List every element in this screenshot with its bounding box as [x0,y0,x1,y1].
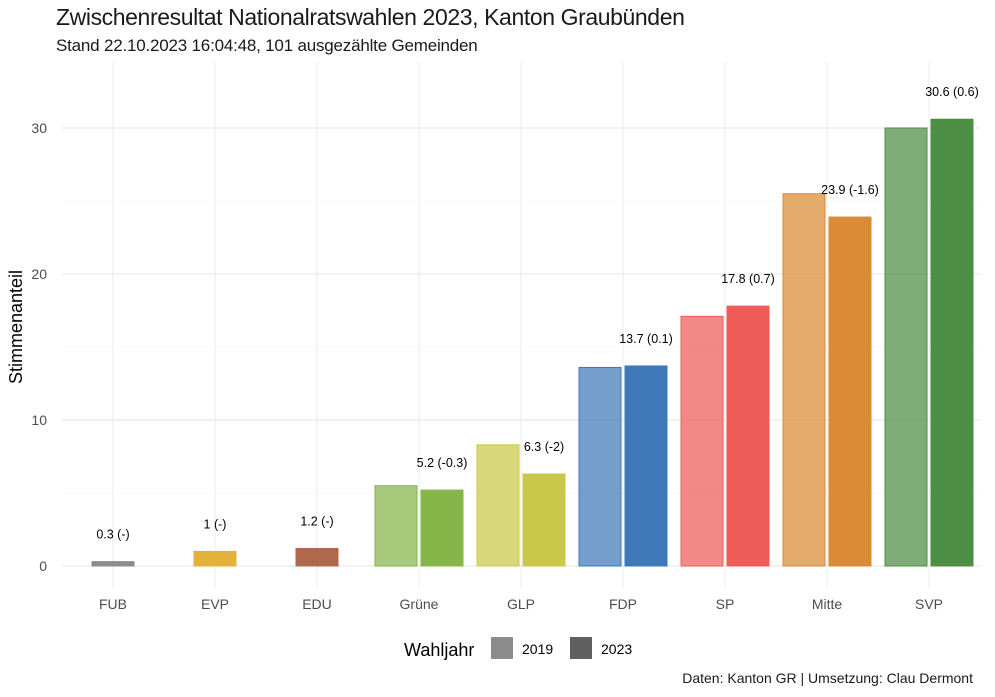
x-tick-label: FDP [609,596,637,612]
legend-swatch-2023 [570,637,592,659]
legend-swatch-2019 [491,637,513,659]
x-tick-label: EDU [302,596,332,612]
bar-2023 [91,561,135,567]
x-tick-label: GLP [507,596,535,612]
bar-2023 [295,547,339,567]
legend-label-2019: 2019 [522,641,553,657]
bar-2019 [884,127,928,567]
data-label: 13.7 (0.1) [619,332,673,346]
bar-2023 [522,473,566,567]
y-tick-label: 20 [31,266,47,282]
bar-2019 [680,315,724,567]
x-tick-label: FUB [99,596,127,612]
data-label: 17.8 (0.7) [721,272,775,286]
y-tick-label: 0 [39,558,47,574]
chart-caption: Daten: Kanton GR | Umsetzung: Clau Dermo… [682,670,973,686]
legend-label-2023: 2023 [601,641,632,657]
bar-2023 [193,550,237,567]
bar-2019 [476,444,520,567]
y-axis-title: Stimmenanteil [6,270,26,384]
data-label: 1.2 (-) [300,514,333,528]
chart-title: Zwischenresultat Nationalratswahlen 2023… [56,4,685,30]
x-tick-label: SVP [915,596,943,612]
legend-title: Wahljahr [404,640,474,660]
x-tick-label: EVP [201,596,229,612]
x-tick-label: Mitte [812,596,843,612]
chart-subtitle: Stand 22.10.2023 16:04:48, 101 ausgezähl… [56,36,478,55]
bar-2019 [578,366,622,567]
data-label: 0.3 (-) [96,528,129,542]
data-label: 30.6 (0.6) [925,85,979,99]
bar-2023 [624,365,668,567]
bar-2019 [374,485,418,567]
bar-2023 [930,118,974,567]
bar-2023 [828,216,872,567]
y-tick-label: 30 [31,120,47,136]
data-label: 1 (-) [204,517,227,531]
bar-2023 [726,305,770,567]
data-label: 6.3 (-2) [524,440,564,454]
x-tick-label: Grüne [400,596,439,612]
y-tick-label: 10 [31,412,47,428]
data-label: 23.9 (-1.6) [821,183,879,197]
bar-2019 [782,193,826,567]
bar-2023 [420,489,464,567]
x-tick-label: SP [716,596,735,612]
data-label: 5.2 (-0.3) [417,456,468,470]
